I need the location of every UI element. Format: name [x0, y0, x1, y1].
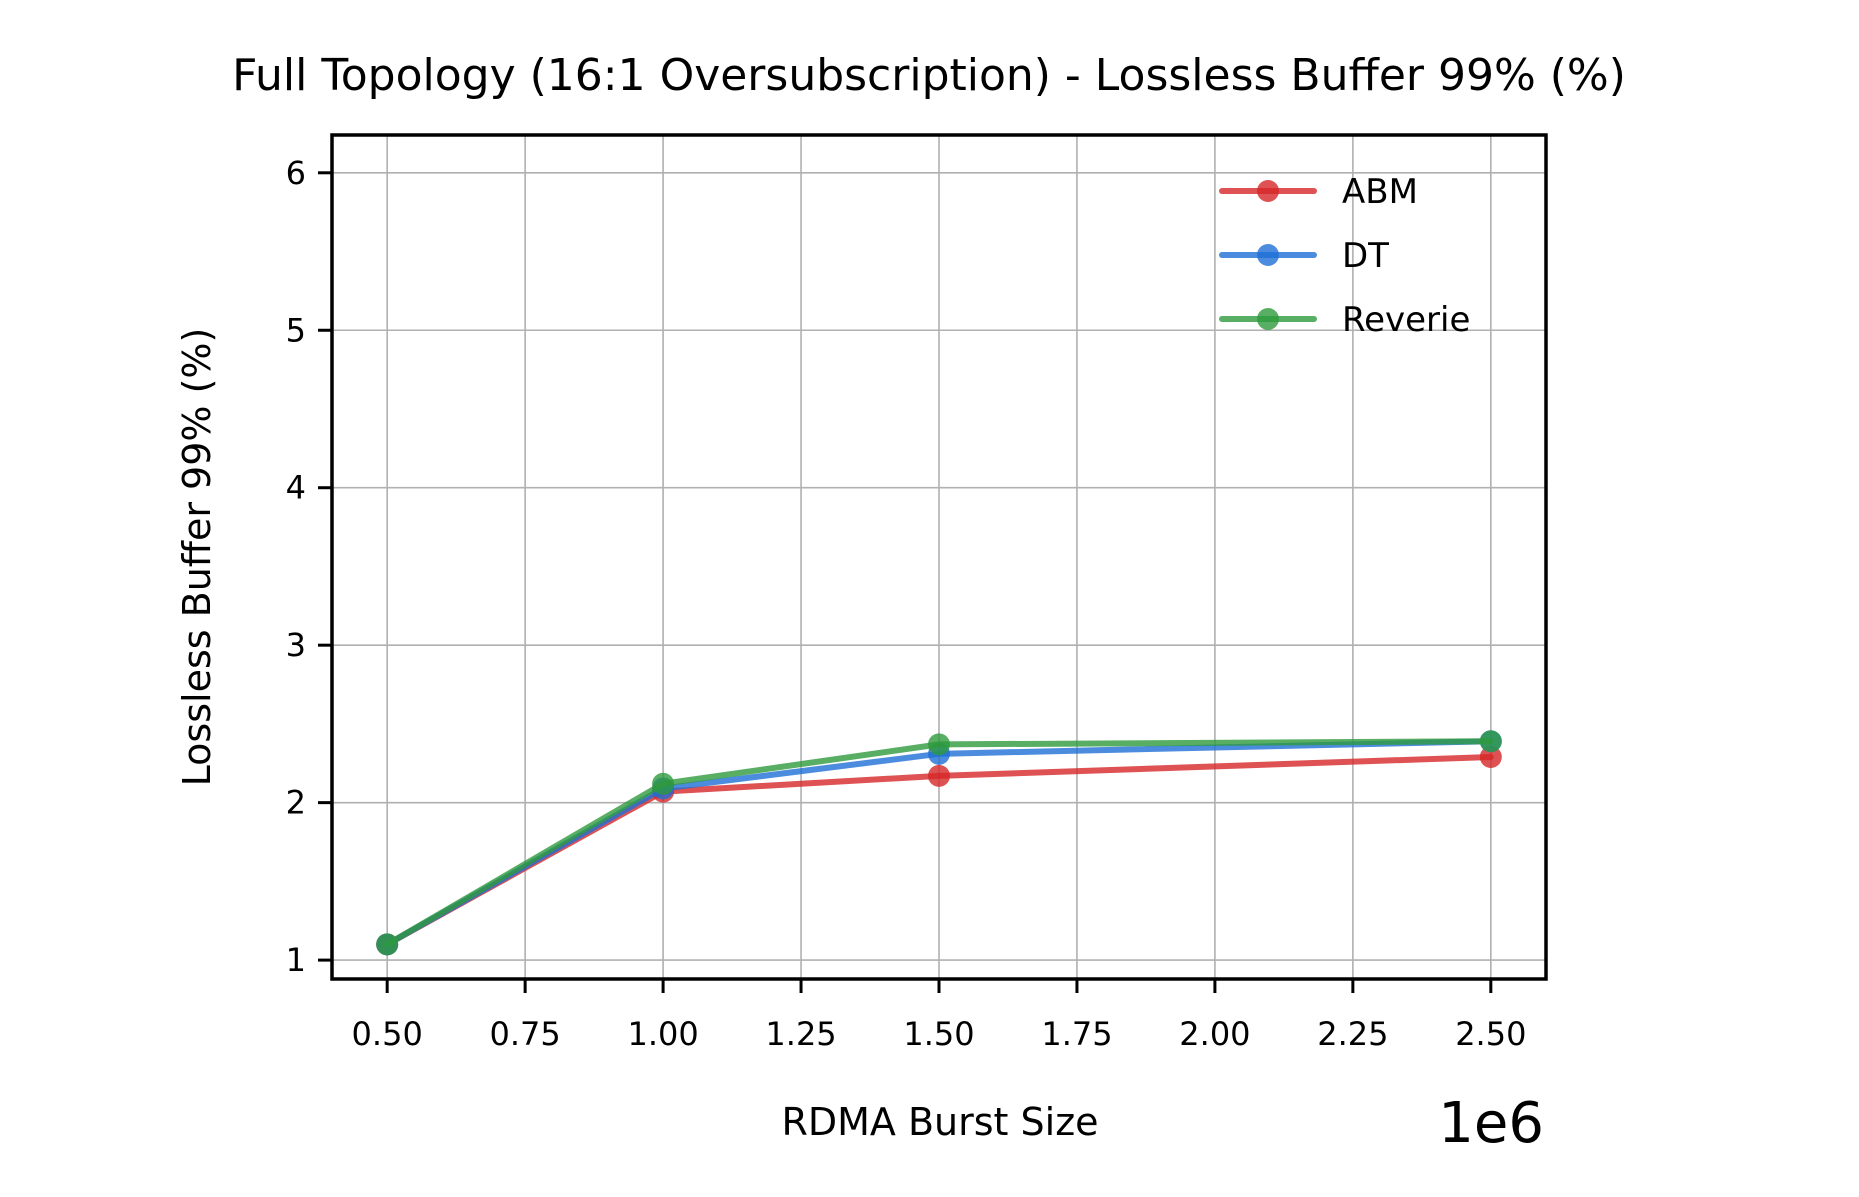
- y-tick-label: 4: [286, 469, 306, 507]
- legend-label-dt: DT: [1342, 236, 1389, 276]
- legend-marker-abm: [1257, 180, 1279, 202]
- series-layer: [376, 730, 1502, 956]
- chart-title: Full Topology (16:1 Oversubscription) - …: [232, 50, 1626, 101]
- legend: ABM DT Reverie: [1219, 172, 1470, 340]
- grid: [332, 135, 1546, 979]
- x-tick-label: 1.50: [903, 1015, 974, 1053]
- data-point-abm: [928, 764, 950, 787]
- x-axis-label: RDMA Burst Size: [781, 1100, 1098, 1144]
- x-tick-label: 2.50: [1455, 1015, 1526, 1053]
- data-point-reverie: [928, 733, 950, 756]
- series-line-reverie: [384, 738, 1494, 948]
- x-tick-label: 1.25: [765, 1015, 836, 1053]
- data-point-reverie: [376, 933, 399, 956]
- y-tick-label: 1: [286, 941, 306, 979]
- series-reverie: [376, 730, 1502, 956]
- x-tick-label: 0.50: [352, 1015, 423, 1053]
- y-tick-label: 5: [286, 311, 306, 349]
- y-tick-label: 6: [286, 154, 306, 192]
- axis-ticks: 0.50 0.75 1.00 1.25 1.50 1.75 2.00 2.25 2.50 1 2 3 4…: [286, 154, 1527, 1053]
- legend-label-reverie: Reverie: [1342, 300, 1470, 340]
- data-point-abm: [1479, 745, 1502, 768]
- legend-item-reverie: Reverie: [1219, 300, 1470, 340]
- x-axis-offset-label: 1e6: [1438, 1091, 1544, 1156]
- legend-item-dt: DT: [1219, 236, 1389, 276]
- y-tick-label: 2: [286, 784, 306, 822]
- legend-label-abm: ABM: [1342, 172, 1418, 212]
- x-tick-label: 1.00: [627, 1015, 698, 1053]
- data-point-reverie: [652, 772, 675, 795]
- data-point-reverie: [1479, 730, 1502, 753]
- y-tick-label: 3: [286, 626, 306, 664]
- legend-item-abm: ABM: [1219, 172, 1418, 212]
- y-axis-label: Lossless Buffer 99% (%): [175, 328, 219, 787]
- x-tick-label: 2.25: [1317, 1015, 1388, 1053]
- x-tick-label: 0.75: [490, 1015, 561, 1053]
- x-tick-label: 1.75: [1041, 1015, 1112, 1053]
- legend-marker-reverie: [1257, 308, 1279, 330]
- legend-marker-dt: [1257, 244, 1279, 266]
- x-tick-label: 2.00: [1179, 1015, 1250, 1053]
